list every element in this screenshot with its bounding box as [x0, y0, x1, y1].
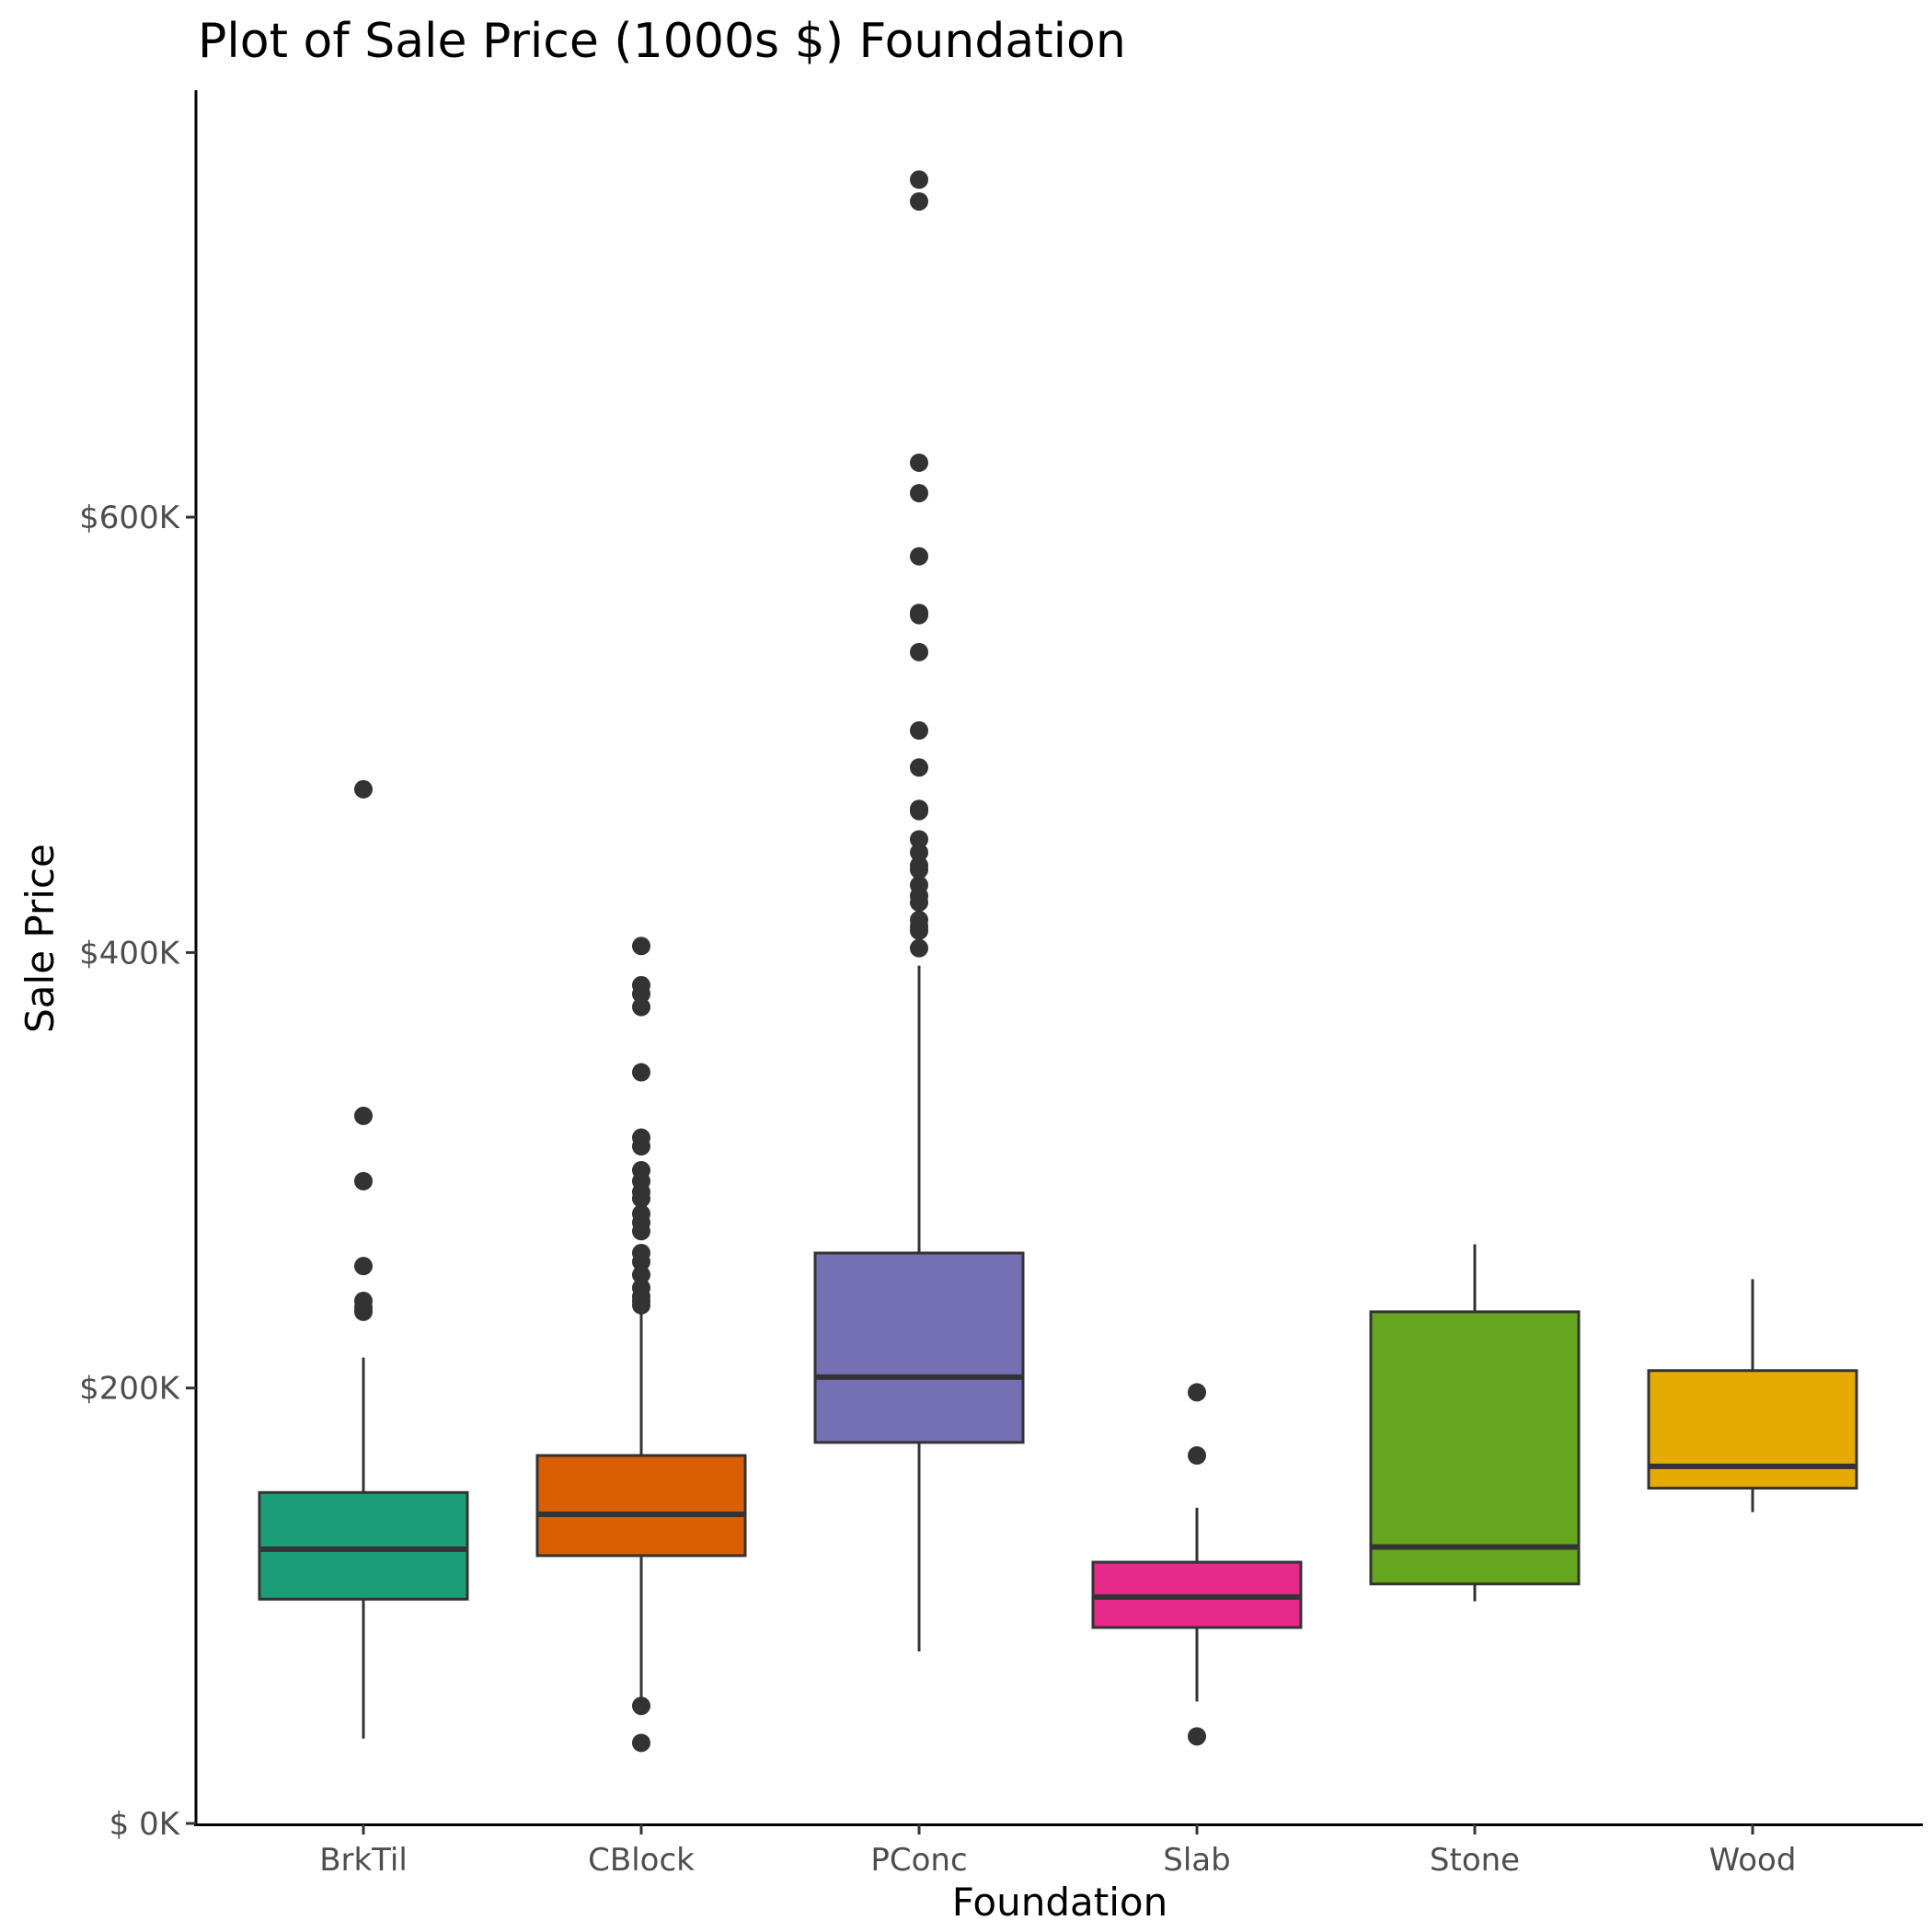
outlier-point [354, 1106, 373, 1125]
box-group-brktil [258, 779, 469, 1739]
outlier-point [632, 1733, 650, 1753]
chart-title: Plot of Sale Price (1000s $) Foundation [198, 14, 1126, 69]
outlier-point [354, 1302, 373, 1321]
outlier-point [632, 1265, 650, 1284]
box-stone [1369, 1310, 1581, 1586]
outlier-point [1188, 1727, 1206, 1746]
box-pconc [813, 1251, 1025, 1444]
outlier-point [910, 830, 928, 849]
y-tick-label: $600K [79, 500, 181, 536]
outlier-point [910, 453, 928, 472]
outlier-point [910, 938, 928, 958]
outlier-point [632, 1189, 650, 1208]
outlier-point [632, 1063, 650, 1082]
outlier-point [632, 1252, 650, 1271]
outlier-point [910, 642, 928, 661]
outlier-point [910, 843, 928, 862]
outlier-point [910, 860, 928, 880]
outlier-point [354, 1171, 373, 1190]
outlier-point [910, 801, 928, 821]
x-tick-label: BrkTil [319, 1842, 408, 1879]
y-tick-label: $200K [79, 1371, 181, 1408]
outlier-point [632, 997, 650, 1017]
outlier-point [910, 605, 928, 625]
outlier-point [1188, 1383, 1206, 1402]
outlier-point [354, 1257, 373, 1276]
outlier-point [910, 170, 928, 190]
outlier-point [910, 721, 928, 741]
outlier-point [910, 546, 928, 566]
x-tick-label: Wood [1709, 1842, 1797, 1879]
outlier-point [1188, 1446, 1206, 1466]
outlier-point [910, 921, 928, 940]
outlier-point [910, 191, 928, 211]
axes-layer [194, 90, 1923, 1826]
x-tick-label: CBlock [588, 1842, 695, 1879]
x-tick-label: PConc [870, 1842, 967, 1879]
x-tick-label: Slab [1163, 1842, 1230, 1879]
ticks-layer: $ 0K $200K $400K $600K BrkTil CBlock PConc Slab… [79, 500, 1796, 1879]
outlier-point [632, 1137, 650, 1156]
y-tick-label: $ 0K [109, 1806, 181, 1843]
box-brktil [258, 1490, 469, 1601]
outlier-point [354, 779, 373, 799]
boxes-layer [258, 170, 1858, 1753]
outlier-point [632, 984, 650, 1004]
outlier-point [910, 892, 928, 912]
box-group-pconc [813, 170, 1025, 1652]
box-group-wood [1647, 1279, 1858, 1512]
outlier-point [632, 937, 650, 956]
box-group-cblock [535, 937, 747, 1753]
box-group-slab [1091, 1383, 1303, 1746]
outlier-point [632, 1696, 650, 1716]
box-wood [1647, 1369, 1858, 1490]
box-group-stone [1369, 1244, 1581, 1602]
x-axis-title: Foundation [952, 1880, 1167, 1925]
box-cblock [535, 1454, 747, 1558]
outlier-point [910, 484, 928, 503]
outlier-point [632, 1222, 650, 1241]
y-axis-title: Sale Price [17, 844, 63, 1033]
y-tick-label: $400K [79, 935, 181, 972]
outlier-point [910, 758, 928, 777]
x-tick-label: Stone [1430, 1842, 1520, 1879]
outlier-point [632, 1295, 650, 1315]
